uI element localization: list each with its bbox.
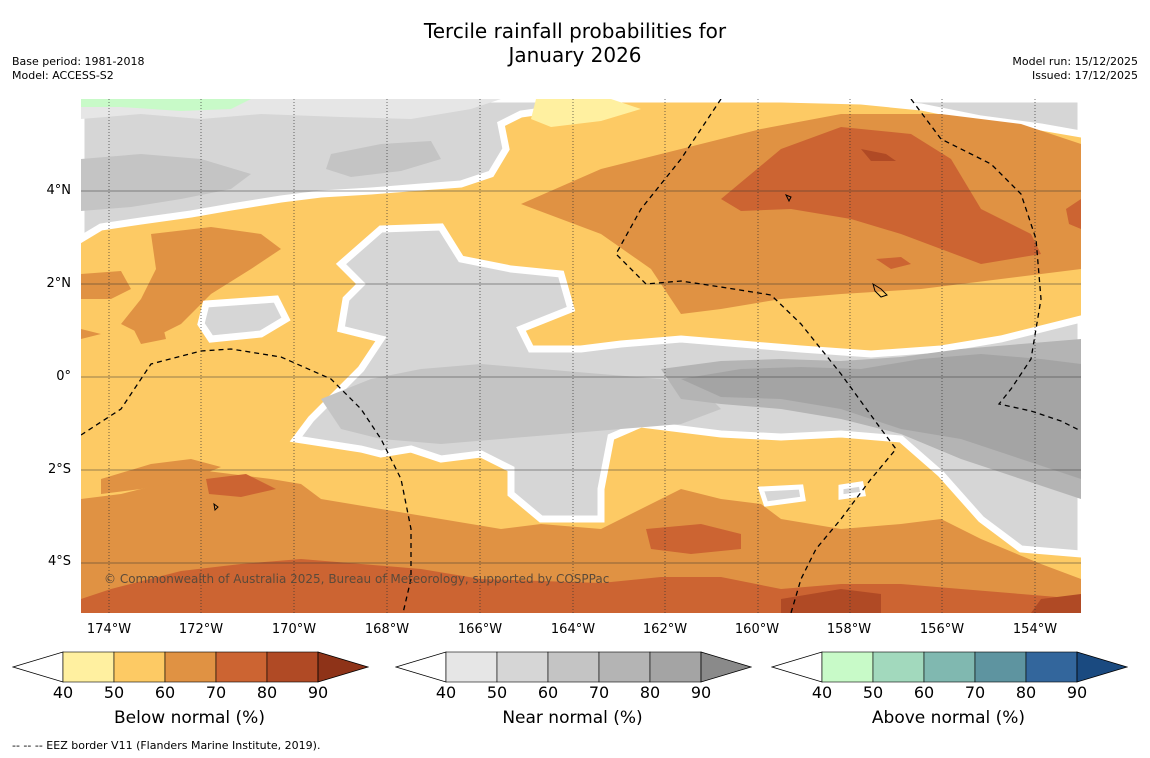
near-normal-north-darker-2 [326,141,441,177]
colorbar-tick-label: 70 [964,683,986,702]
colorbar-tick-label: 70 [588,683,610,702]
below-normal-60-70-west4 [81,329,101,339]
colorbar-segment [113,651,166,683]
colorbar-tick-label: 80 [639,683,661,702]
colorbar-segment [821,651,874,683]
map-title-line2: January 2026 [508,43,642,67]
colorbar-tick-label: 70 [205,683,227,702]
longitude-label: 166°W [457,622,503,637]
longitude-label: 156°W [919,622,965,637]
eez-borders [81,99,1081,613]
colorbar-tick-label: 60 [913,683,935,702]
near-normal-central-70-80 [681,354,1081,479]
colorbar-segment [598,651,651,683]
below-normal-70-80-dot1 [1066,199,1081,229]
colorbar-max-extension [1076,651,1128,683]
colorbar-segment [496,651,549,683]
colorbar-min-extension [771,651,823,683]
map-title-line1: Tercile rainfall probabilities for [423,19,727,43]
colorbar-tick-label: 90 [307,683,329,702]
model-run-date: Model run: 15/12/2025 [1012,55,1138,68]
issued-date: Issued: 17/12/2025 [1031,69,1138,82]
colorbar-segment [215,651,268,683]
colorbar-segment [62,651,115,683]
longitude-label: 158°W [826,622,872,637]
longitude-label: 154°W [1012,622,1058,637]
below-normal-80-90-dot [861,149,896,161]
model-name: Model: ACCESS-S2 [12,69,114,82]
colorbar-tick-label: 50 [862,683,884,702]
latitude-label: 2°N [46,276,72,291]
below-normal-60-70-sw-blob [101,459,221,494]
colorbar-title: Below normal (%) [114,708,265,728]
longitude-label: 174°W [86,622,132,637]
longitude-label: 162°W [642,622,688,637]
colorbar-title: Above normal (%) [871,708,1026,728]
colorbar-segment [649,651,702,683]
colorbar-max-extension [317,651,369,683]
below-normal-light-patch [531,99,641,127]
longitude-label: 168°W [364,622,410,637]
longitude-label: 170°W [271,622,317,637]
colorbar-segment [547,651,600,683]
colorbar [771,651,1128,683]
colorbar-min-extension [395,651,447,683]
colorbar-max-extension [700,651,752,683]
below-normal-70-80-east [721,127,1041,264]
near-normal-island-south2 [838,481,866,500]
near-normal-central-darker [321,364,721,444]
colorbar-tick-label: 50 [103,683,125,702]
colorbar-tick-label: 90 [690,683,712,702]
colorbar-tick-label: 50 [486,683,508,702]
colorbar [395,651,752,683]
colorbar-segment [164,651,217,683]
colorbar-segment [974,651,1027,683]
colorbar-tick-label: 40 [811,683,833,702]
colorbar-tick-label: 40 [52,683,74,702]
longitude-label: 164°W [550,622,596,637]
rainfall-probability-map [81,99,1081,613]
colorbar [12,651,369,683]
below-normal-80-90-south2 [1031,594,1081,613]
colorbar-min-extension [12,651,64,683]
colorbar-segment [1025,651,1078,683]
latitude-label: 0° [56,369,71,384]
colorbar-tick-label: 80 [1015,683,1037,702]
colorbar-segment [923,651,976,683]
colorbar-segment [266,651,319,683]
colorbar-tick-label: 90 [1066,683,1088,702]
colorbar-tick-label: 40 [435,683,457,702]
below-normal-70-80-dot2 [876,257,911,269]
graticule [81,99,1081,613]
copyright-notice: © Commonwealth of Australia 2025, Bureau… [104,572,610,586]
colorbar-tick-label: 60 [154,683,176,702]
colorbar-tick-label: 80 [256,683,278,702]
colorbar-title: Near normal (%) [502,708,643,728]
above-normal-patch [81,99,251,111]
latitude-label: 4°N [46,183,72,198]
colorbar-segment [445,651,498,683]
longitude-label: 172°W [178,622,224,637]
eez-footnote: -- -- -- EEZ border V11 (Flanders Marine… [12,739,321,752]
colorbar-tick-label: 60 [537,683,559,702]
below-normal-60-70-west2 [81,271,131,299]
longitude-label: 160°W [734,622,780,637]
below-normal-60-70-west3 [131,319,166,344]
below-normal-80-90-south [781,589,881,613]
islands [213,194,888,512]
below-normal-70-80-blob2 [646,524,741,554]
near-normal-island-south [757,484,806,507]
colorbar-segment [872,651,925,683]
below-normal-70-80-blob3 [206,474,276,497]
base-period: Base period: 1981-2018 [12,55,145,68]
latitude-label: 4°S [47,554,71,569]
near-normal-north-darker [81,154,251,211]
latitude-label: 2°S [47,462,71,477]
